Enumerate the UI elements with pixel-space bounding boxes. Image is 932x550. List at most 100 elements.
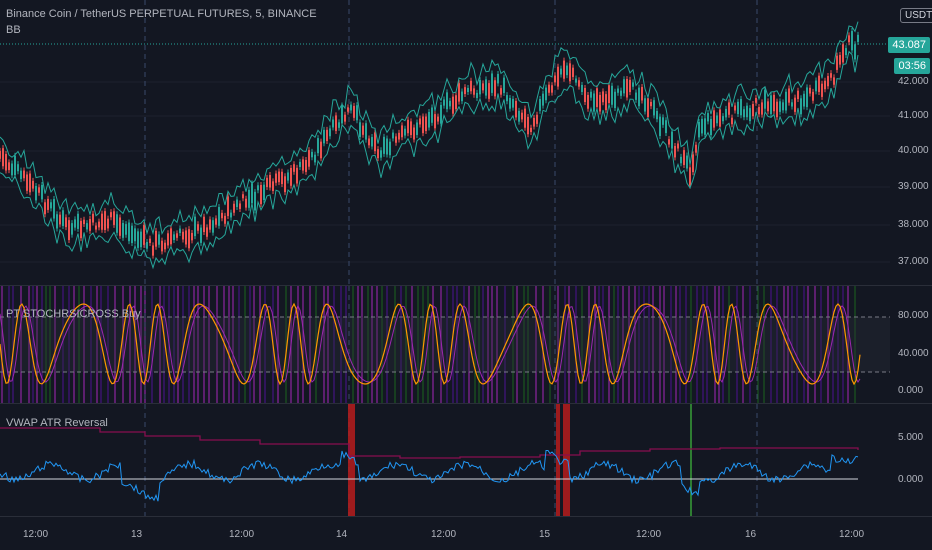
currency-button[interactable]: USDT [900,8,932,23]
candle-body [533,117,535,127]
candle-body [344,114,346,122]
candle-body [485,79,487,96]
vwap-atr-band [0,427,859,459]
candle-body [407,119,409,134]
candle-body [386,138,388,155]
candle-body [521,112,523,120]
candle-body [155,230,157,247]
candle-body [494,80,496,97]
candle-body [557,66,559,87]
candle-body [461,91,463,102]
candle-body [758,107,760,115]
candle-body [53,199,55,219]
candle-body [704,118,706,135]
candle-body [332,119,334,128]
candle-body [416,122,418,135]
vwap-chart[interactable] [0,404,932,516]
candle-body [20,170,22,180]
candle-body [725,108,727,118]
candle-body [506,95,508,102]
candle-body [89,219,91,231]
candle-body [743,109,745,118]
price-pane[interactable]: Binance Coin / TetherUS PERPETUAL FUTURE… [0,0,932,285]
candle-body [215,218,217,225]
candle-body [128,222,130,242]
candle-body [617,88,619,93]
stoch-tick: 80.000 [898,310,929,321]
candle-body [833,77,835,85]
candle-body [290,167,292,186]
candle-body [671,131,673,149]
candle-body [143,225,145,245]
candle-body [500,88,502,95]
candle-body [41,184,43,200]
candle-body [740,99,742,116]
bb-upper-band [0,21,859,236]
reversal-bar-green [690,404,692,516]
candle-body [401,125,403,138]
candle-body [563,60,565,79]
symbol-title[interactable]: Binance Coin / TetherUS PERPETUAL FUTURE… [6,8,317,20]
reversal-bar-red [348,404,355,516]
candle-body [458,83,460,102]
candle-body [425,116,427,132]
time-tick: 15 [539,529,551,540]
time-tick: 12:00 [636,529,662,540]
candle-body [92,213,94,223]
stoch-chart[interactable] [0,286,932,403]
candle-body [728,102,730,115]
candle-body [317,138,319,154]
candle-body [116,214,118,233]
candle-body [596,88,598,107]
candle-body [230,212,232,218]
candle-body [17,164,19,172]
stoch-tick: 0.000 [898,385,924,396]
candle-body [812,91,814,101]
candle-body [86,223,88,230]
candle-body [107,218,109,229]
candle-body [8,162,10,171]
candle-body [644,98,646,112]
candle-body [722,116,724,122]
candle-body [800,98,802,115]
stoch-pane[interactable]: PT STOCHRSICROSS Buy 80.000 40.000 0.000 [0,286,932,403]
candle-body [371,137,373,147]
candle-body [287,172,289,181]
price-chart[interactable] [0,0,932,285]
candle-body [47,198,49,210]
candle-body [221,212,223,219]
pane-separator[interactable] [0,285,932,286]
candle-body [188,229,190,249]
vwap-oscillator-line [0,450,859,502]
stoch-indicator-label[interactable]: PT STOCHRSICROSS Buy [6,308,141,320]
vwap-indicator-label[interactable]: VWAP ATR Reversal [6,417,108,429]
candle-body [641,86,643,101]
price-tick: 38.000 [898,219,929,230]
candle-body [512,98,514,108]
candle-body [26,174,28,191]
candle-body [110,212,112,218]
time-tick: 12:00 [229,529,255,540]
indicator-label-bb[interactable]: BB [6,24,21,36]
candle-body [626,78,628,98]
pane-separator[interactable] [0,403,932,404]
candle-body [821,83,823,97]
candle-body [233,203,235,213]
candle-body [203,216,205,233]
candle-body [749,108,751,122]
candle-body [380,150,382,158]
candle-body [200,227,202,243]
time-axis[interactable]: 12:00 13 12:00 14 12:00 15 12:00 16 12:0… [0,517,932,550]
candle-body [218,207,220,226]
candle-body [80,220,82,239]
candle-body [398,132,400,140]
candle-body [803,93,805,107]
vwap-pane[interactable]: VWAP ATR Reversal 5.000 0.000 [0,404,932,516]
candle-body [152,245,154,256]
candle-body [65,217,67,228]
candle-body [95,225,97,230]
time-tick: 16 [745,529,757,540]
time-tick: 14 [336,529,348,540]
candle-body [179,228,181,234]
candle-body [59,214,61,225]
